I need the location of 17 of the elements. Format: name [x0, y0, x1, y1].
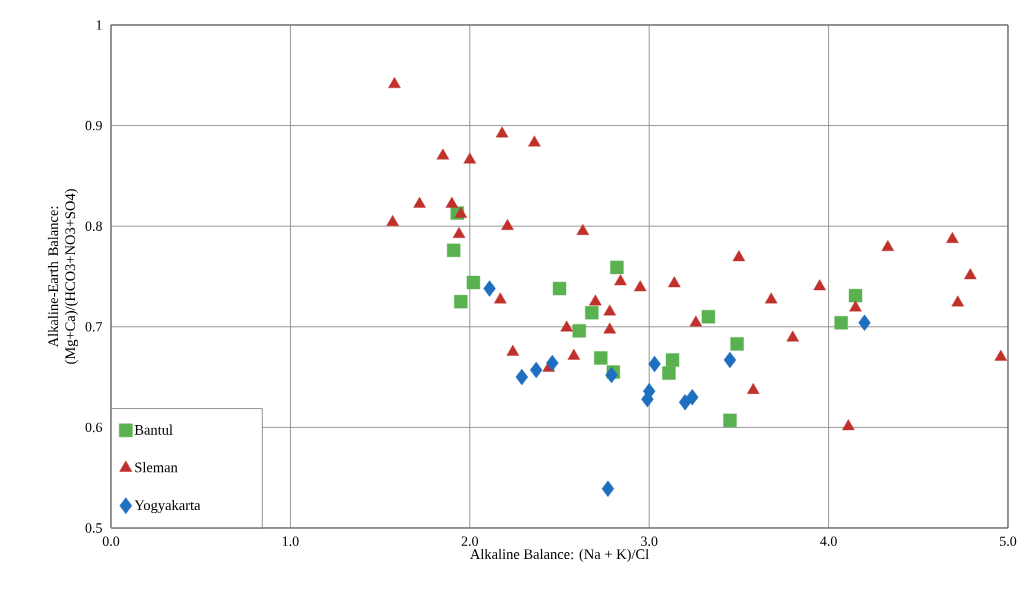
legend-label: Bantul — [134, 424, 173, 435]
x-tick-label: 2.0 — [461, 536, 479, 547]
x-tick-label: 4.0 — [820, 536, 837, 547]
x-tick-label: 3.0 — [641, 536, 658, 547]
y-axis-title: Alkaline-Earth Balance: (Mg+Ca)/(HCO3+NO3+SO4) — [47, 189, 79, 364]
x-axis-title: Alkaline Balance: (Na + K)/Cl — [469, 548, 649, 563]
legend-label: Sleman — [135, 462, 178, 473]
y-tick-label: 1 — [96, 20, 102, 30]
y-tick-label: 0.7 — [85, 322, 103, 332]
y-tick-label: 0.8 — [85, 221, 102, 231]
x-tick-label: 5.0 — [1000, 536, 1017, 547]
legend-label: Yogyakarta — [134, 499, 201, 514]
x-tick-label: 0.0 — [102, 536, 120, 547]
y-tick-label: 0.5 — [85, 523, 102, 533]
x-tick-label: 1.0 — [282, 536, 299, 547]
y-tick-label: 0.6 — [85, 422, 103, 433]
y-tick-label: 0.9 — [85, 120, 102, 131]
